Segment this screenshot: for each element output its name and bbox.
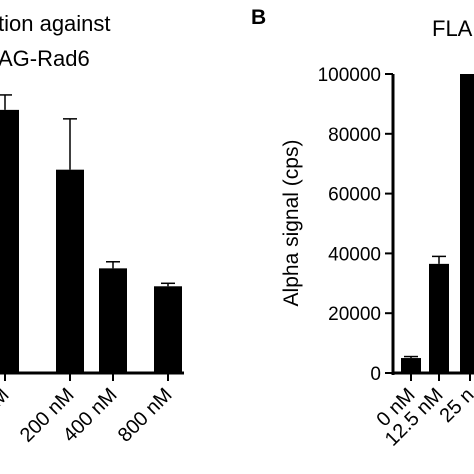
bar-12-5-nm [429,263,449,373]
panel-b-title: FLA [432,16,473,41]
bar-m [0,109,19,373]
bar-800-nm [154,286,182,373]
panel-b-label: B [251,6,266,29]
x-tick-label: 800 nM [114,384,177,447]
panel-a-title-line-2: AG-Rad6 [0,46,90,71]
bar-0-nm [401,358,421,373]
bar-200-nm [56,169,84,373]
y-tick-label: 20000 [328,304,381,325]
bar-400-nm [99,268,127,373]
y-tick-label: 0 [370,364,381,385]
x-tick-label: M [0,384,14,411]
bar-25-n [460,74,474,373]
y-axis-label: Alpha signal (cps) [280,140,303,307]
panel-b: B FLA Alpha signal (cps) 0 20000 40000 6000… [251,6,474,451]
panel-a-title-line-1: tion against [0,11,111,36]
y-tick-label: 60000 [328,185,381,206]
y-tick-label: 100000 [318,65,381,86]
y-tick-label: 80000 [328,125,381,146]
y-tick-label: 40000 [328,244,381,265]
x-tick-label: 25 n [435,384,474,427]
